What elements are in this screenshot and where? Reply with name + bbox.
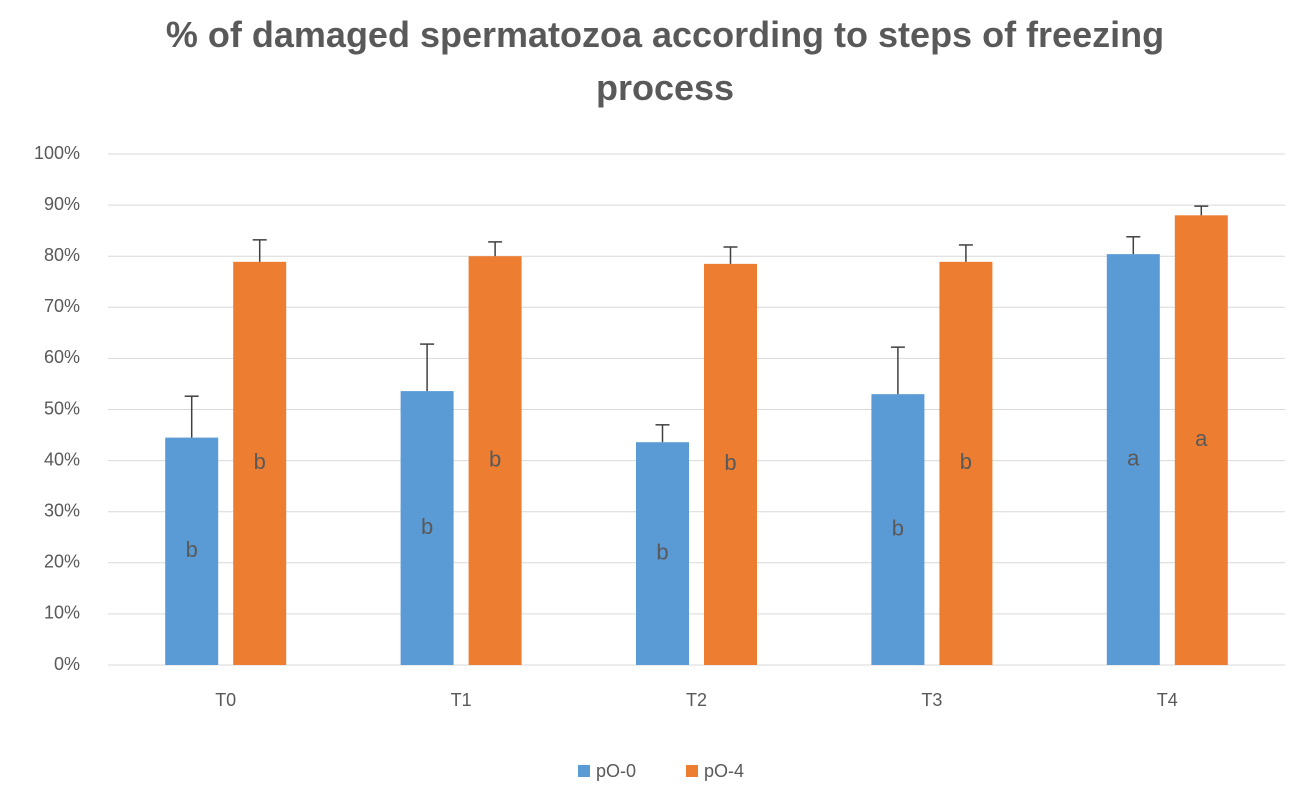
significance-letter: b [960,449,972,474]
legend-swatch [578,765,590,777]
significance-letter: a [1195,426,1208,451]
significance-letter: b [892,515,904,540]
legend-label: pO-4 [704,761,744,781]
y-tick-label: 90% [44,194,80,214]
significance-letter: b [254,449,266,474]
bar [165,437,219,665]
bar [939,261,993,665]
legend-label: pO-0 [596,761,636,781]
y-tick-label: 100% [34,143,80,163]
x-tick-label: T3 [921,690,942,710]
bar [1174,215,1228,665]
significance-letter: b [656,539,668,564]
x-tick-label: T0 [215,690,236,710]
y-tick-label: 10% [44,603,80,623]
bar [233,261,287,665]
bar [1106,254,1160,665]
x-tick-label: T1 [451,690,472,710]
y-tick-label: 0% [54,654,80,674]
y-tick-label: 20% [44,552,80,572]
y-tick-label: 70% [44,296,80,316]
y-tick-label: 60% [44,347,80,367]
significance-letter: a [1127,445,1140,470]
y-tick-label: 40% [44,449,80,469]
y-tick-label: 50% [44,398,80,418]
bar [636,442,689,665]
x-tick-label: T2 [686,690,707,710]
significance-letter: b [421,514,433,539]
legend-swatch [686,765,698,777]
significance-letter: b [186,537,198,562]
x-tick-label: T4 [1157,690,1178,710]
bar [468,256,522,665]
y-tick-label: 30% [44,500,80,520]
chart-title: % of damaged spermatozoa according to st… [165,14,1165,108]
bar [871,394,925,665]
bar [400,391,454,665]
significance-letter: b [724,450,736,475]
significance-letter: b [489,446,501,471]
y-tick-label: 80% [44,245,80,265]
bar [704,263,757,665]
